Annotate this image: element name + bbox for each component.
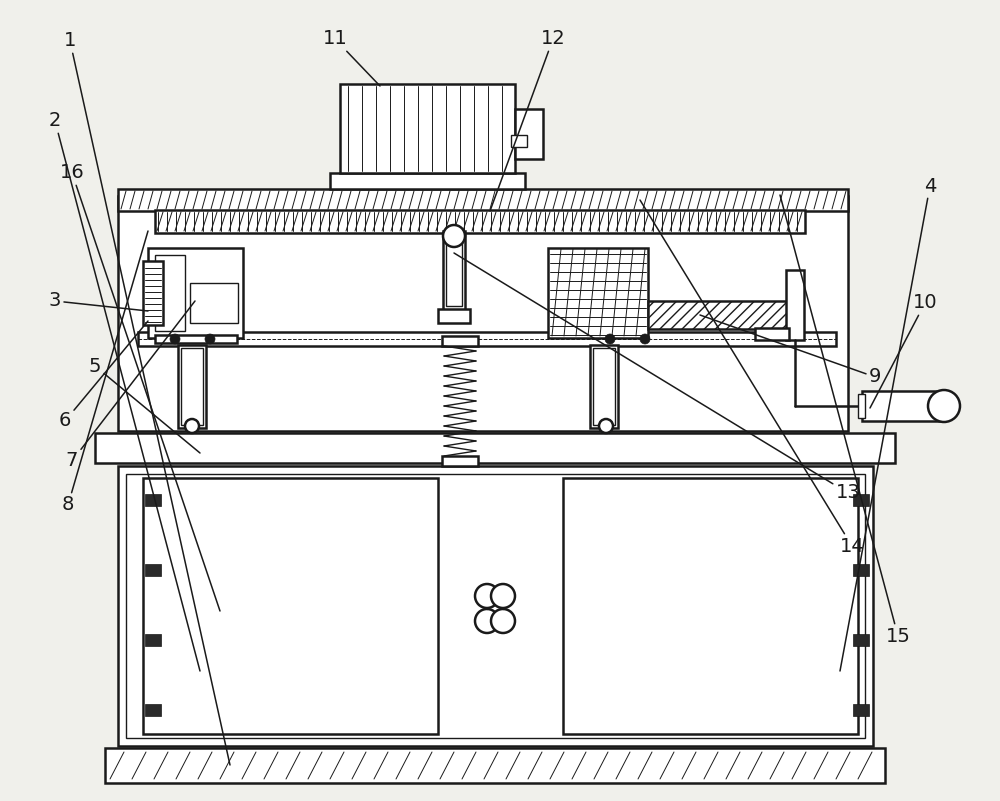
- Text: 15: 15: [780, 195, 910, 646]
- Text: 4: 4: [840, 176, 936, 671]
- Circle shape: [475, 584, 499, 608]
- Circle shape: [205, 334, 215, 344]
- Bar: [143, 478, 438, 734]
- Bar: [118, 189, 848, 211]
- Bar: [563, 478, 858, 734]
- Text: 14: 14: [640, 200, 864, 556]
- Bar: [548, 248, 648, 338]
- Bar: [178, 345, 206, 428]
- Bar: [118, 466, 873, 746]
- Bar: [442, 336, 478, 346]
- Bar: [590, 345, 618, 428]
- Circle shape: [475, 609, 499, 633]
- Bar: [862, 391, 944, 421]
- Bar: [148, 248, 243, 338]
- Circle shape: [491, 609, 515, 633]
- Bar: [853, 634, 869, 646]
- Text: 8: 8: [62, 231, 148, 514]
- Circle shape: [491, 584, 515, 608]
- Bar: [118, 196, 848, 431]
- Text: 6: 6: [59, 321, 148, 430]
- Circle shape: [443, 225, 465, 247]
- Text: 9: 9: [700, 315, 881, 387]
- Circle shape: [605, 334, 615, 344]
- Bar: [155, 335, 237, 343]
- Bar: [190, 283, 238, 323]
- Bar: [105, 748, 885, 783]
- Text: 12: 12: [490, 30, 565, 211]
- Circle shape: [170, 334, 180, 344]
- Circle shape: [928, 390, 960, 422]
- Text: 10: 10: [870, 293, 937, 408]
- Text: 3: 3: [49, 292, 148, 311]
- Bar: [515, 109, 543, 159]
- Bar: [446, 236, 462, 306]
- Text: 1: 1: [64, 31, 230, 765]
- Bar: [145, 634, 161, 646]
- Bar: [330, 173, 525, 189]
- Bar: [138, 332, 836, 346]
- Bar: [648, 301, 788, 329]
- Bar: [853, 494, 869, 506]
- Bar: [442, 456, 478, 466]
- Text: 16: 16: [60, 163, 220, 611]
- Bar: [155, 255, 185, 331]
- Bar: [511, 135, 527, 147]
- Circle shape: [185, 419, 199, 433]
- Bar: [786, 270, 804, 340]
- Bar: [145, 564, 161, 576]
- Bar: [340, 84, 515, 173]
- Text: 5: 5: [89, 356, 200, 453]
- Bar: [438, 309, 470, 323]
- Bar: [155, 210, 805, 233]
- Bar: [593, 348, 615, 425]
- Text: 13: 13: [454, 253, 860, 502]
- Bar: [443, 231, 465, 311]
- Circle shape: [640, 334, 650, 344]
- Text: 11: 11: [323, 30, 380, 86]
- Bar: [755, 328, 789, 340]
- Bar: [143, 261, 163, 325]
- Circle shape: [599, 419, 613, 433]
- Bar: [126, 474, 865, 738]
- Bar: [95, 433, 895, 463]
- Bar: [145, 494, 161, 506]
- Text: 2: 2: [49, 111, 200, 671]
- Bar: [145, 704, 161, 716]
- Bar: [858, 394, 865, 418]
- Text: 7: 7: [66, 301, 195, 470]
- Bar: [853, 704, 869, 716]
- Bar: [853, 564, 869, 576]
- Bar: [181, 348, 203, 425]
